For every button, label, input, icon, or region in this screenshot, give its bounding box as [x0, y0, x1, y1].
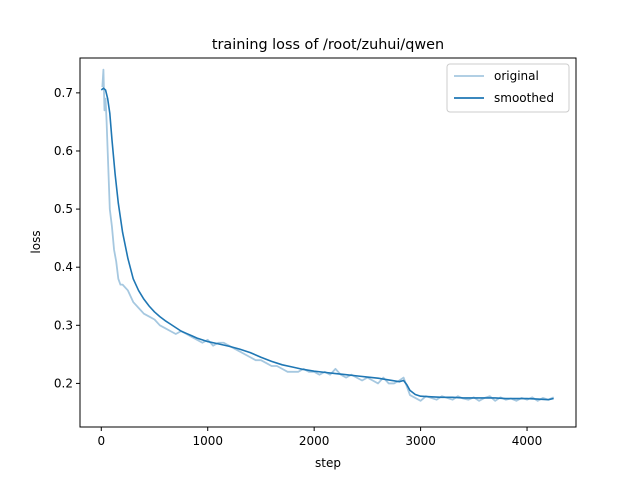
axes-frame	[79, 57, 577, 428]
x-tick-label: 2000	[299, 434, 330, 448]
series-layer	[100, 68, 555, 402]
y-tick-label: 0.3	[54, 318, 73, 332]
x-tick-label: 0	[97, 434, 105, 448]
x-axis: 0 1000 2000 3000 4000	[97, 427, 542, 448]
y-tick-label: 0.6	[54, 144, 73, 158]
x-tick-label: 1000	[192, 434, 223, 448]
y-tick-label: 0.5	[54, 202, 73, 216]
x-tick-label: 4000	[512, 434, 543, 448]
x-axis-label: step	[315, 456, 341, 470]
y-axis-label: loss	[29, 230, 43, 253]
x-tick-label: 3000	[405, 434, 436, 448]
y-tick-label: 0.4	[54, 260, 73, 274]
chart-title: training loss of /root/zuhui/qwen	[212, 37, 444, 53]
plot-area	[79, 57, 577, 428]
y-tick-label: 0.2	[54, 376, 73, 390]
y-tick-label: 0.7	[54, 86, 73, 100]
legend-label-original: original	[494, 69, 539, 83]
legend-label-smoothed: smoothed	[494, 91, 554, 105]
series-line-original	[101, 68, 555, 402]
series-line-smoothed	[100, 87, 554, 401]
y-axis: 0.2 0.3 0.4 0.5 0.6 0.7	[54, 86, 80, 390]
legend: original smoothed	[446, 63, 570, 113]
